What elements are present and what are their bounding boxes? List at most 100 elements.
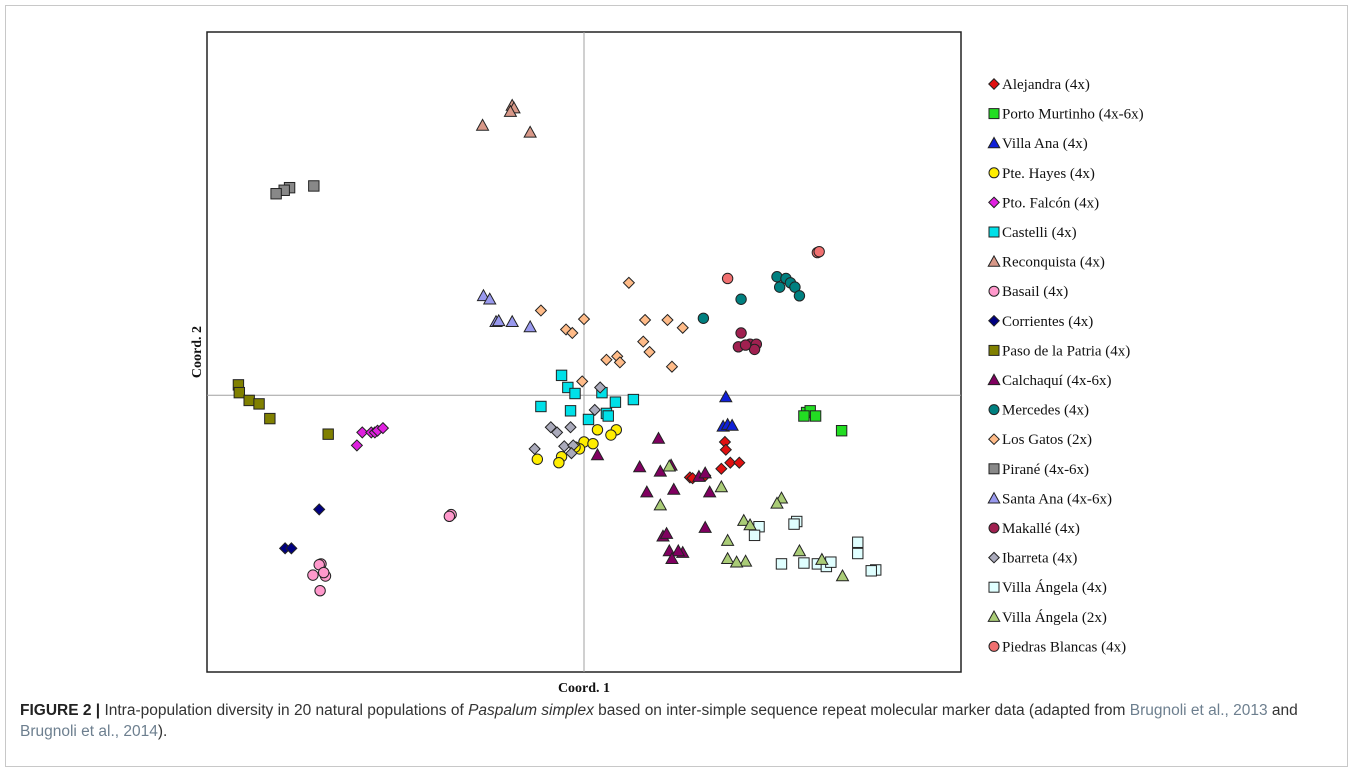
legend-marker [987,136,1001,149]
point-los-gatos-2x [576,375,589,388]
legend-label: Basail (4x) [1002,284,1068,300]
point-pte-hayes-4x [587,437,599,450]
point-villa-ana-4x [725,418,739,431]
caption-text-4: ). [157,723,168,740]
point-calchaqui-4x-6x [702,485,717,498]
point-ibarreta-4x [564,421,577,434]
point-villa-angela-4x [798,557,810,569]
series-paso-de-la-patria-4x [232,379,334,440]
figure-frame [5,5,1348,767]
point-villa-angela-2x [835,568,850,582]
legend-marker [988,344,1000,356]
point-calchaqui-4x-6x [640,485,654,498]
point-los-gatos-2x [613,356,627,369]
point-castelli-4x [569,387,581,400]
point-los-gatos-2x [622,276,636,289]
point-villa-angela-4x [852,536,864,548]
legend-label: Alejandra (4x) [1002,77,1090,93]
series-ibarreta-4x [528,381,607,460]
legend-item-pirane-4x-6x: Pirané (4x-6x) [988,462,1089,478]
point-los-gatos-2x [637,335,650,348]
legend-marker [988,463,1000,475]
scatter-chart: Coord. 1 Coord. 2 Alejandra (4x) Porto Mu… [190,31,1144,696]
point-los-gatos-2x [577,312,591,326]
point-castelli-4x [535,400,547,413]
legend-marker [988,522,1000,534]
point-villa-angela-4x [748,529,761,542]
series-mercedes-4x [697,271,806,324]
series-pirane-4x-6x [270,180,320,200]
legend-item-villa-angela-2x: Villa Ángela (2x) [987,609,1107,626]
caption-text-3: and [1267,702,1298,719]
point-ibarreta-4x [550,426,564,439]
figure-caption: FIGURE 2 | Intra-population diversity in… [20,700,1330,742]
point-piedras-blancas-4x [721,272,734,285]
point-santa-ana-4x-6x [523,319,537,333]
point-mercedes-4x [793,290,806,302]
legend-marker [987,254,1001,267]
point-pte-hayes-4x [553,457,565,469]
caption-ref-2014[interactable]: Brugnoli et al., 2014 [20,723,158,740]
legend-label: Piedras Blancas (4x) [1002,639,1126,655]
point-ibarreta-4x [593,381,607,394]
series-corrientes-4x [278,503,326,555]
point-makalle-4x [748,343,761,356]
legend-marker [988,433,1000,446]
legend-item-pto-falcon-4x: Pto. Falcón (4x) [988,195,1099,211]
legend-item-castelli-4x: Castelli (4x) [988,225,1077,241]
point-calchaqui-4x-6x [671,543,686,557]
point-los-gatos-2x [661,313,674,327]
point-alejandra-4x [724,456,737,469]
legend-marker [987,491,1001,504]
point-villa-angela-2x [662,459,677,472]
point-villa-angela-2x [714,479,729,493]
point-calchaqui-4x-6x [651,431,666,444]
legend-item-makalle-4x: Makallé (4x) [988,521,1080,537]
point-corrientes-4x [313,503,326,516]
point-villa-angela-4x [852,547,864,560]
legend-item-paso-de-la-patria-4x: Paso de la Patria (4x) [988,343,1130,359]
point-calchaqui-4x-6x [665,551,679,564]
legend-item-pte-hayes-4x: Pte. Hayes (4x) [988,166,1095,182]
point-reconquista-4x [475,118,490,131]
point-villa-angela-4x [775,558,788,570]
point-villa-angela-2x [738,554,753,567]
point-los-gatos-2x [559,323,573,336]
point-villa-ana-4x [718,389,733,403]
legend-marker [988,196,1000,209]
legend-label: Calchaquí (4x-6x) [1002,373,1112,389]
legend-item-villa-ana-4x: Villa Ana (4x) [987,136,1088,152]
caption-text-2: based on inter-simple sequence repeat mo… [593,702,1130,719]
caption-label: FIGURE 2 | [20,702,101,719]
legend-label: Reconquista (4x) [1002,255,1105,271]
point-castelli-4x [609,396,622,408]
point-los-gatos-2x [638,313,652,327]
point-castelli-4x [602,410,614,422]
legend-label: Ibarreta (4x) [1002,551,1077,567]
series-piedras-blancas-4x [721,245,825,285]
point-paso-de-la-patria-4x [233,386,246,399]
data-points [232,98,882,597]
point-villa-angela-2x [720,551,735,564]
point-mercedes-4x [773,281,786,293]
point-pte-hayes-4x [531,453,544,465]
y-axis-label: Coord. 2 [190,326,205,378]
point-calchaqui-4x-6x [590,447,605,461]
legend-marker [988,404,1000,416]
series-reconquista-4x [475,98,537,138]
legend-marker [988,78,1000,90]
point-los-gatos-2x [600,353,613,366]
series-pto-falcon-4x [350,421,390,452]
point-mercedes-4x [697,312,710,324]
legend-label: Villa Ana (4x) [1002,136,1088,152]
legend-label: Corrientes (4x) [1002,314,1093,330]
point-castelli-4x [562,381,574,394]
legend-label: Los Gatos (2x) [1002,432,1092,448]
point-reconquista-4x [523,125,537,138]
legend-marker [988,640,1000,652]
point-villa-angela-2x [770,496,784,509]
point-pirane-4x-6x [270,188,282,200]
legend-label: Makallé (4x) [1002,521,1080,537]
caption-ref-2013[interactable]: Brugnoli et al., 2013 [1129,702,1268,719]
point-pirane-4x-6x [308,180,320,192]
